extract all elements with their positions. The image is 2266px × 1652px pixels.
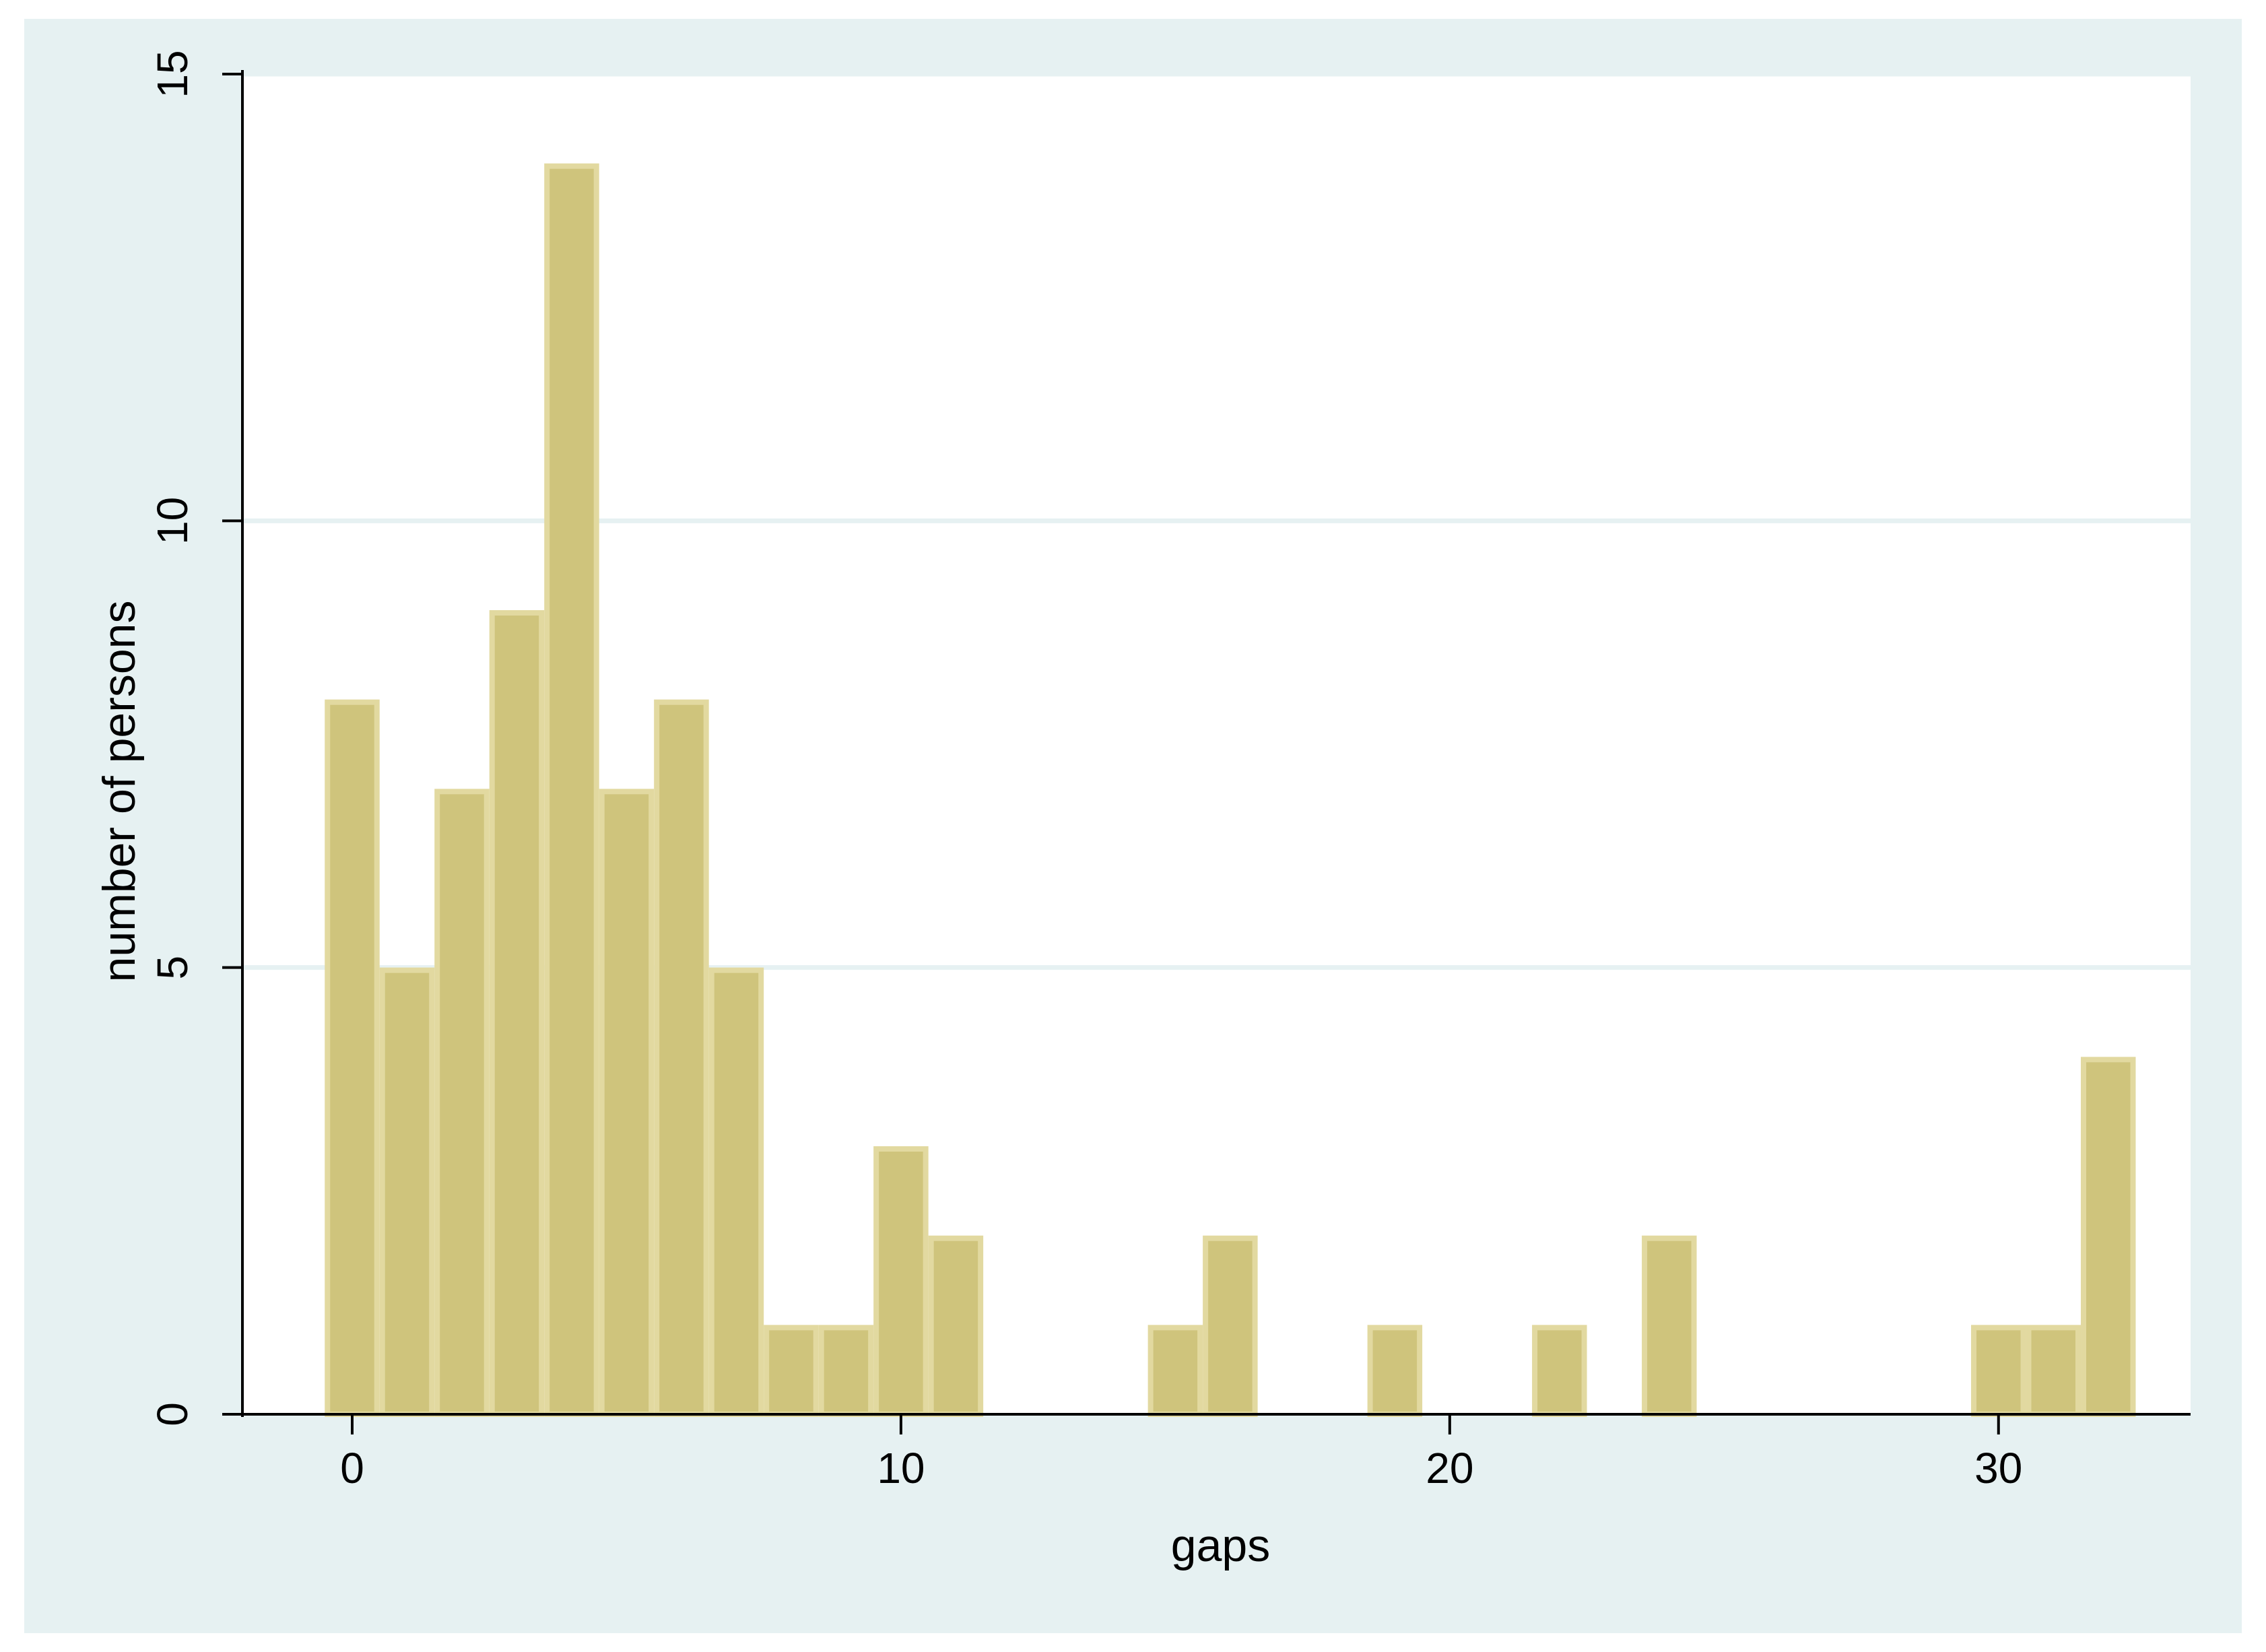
- tick-labels: 0 5 10 15 0 10 20 30: [148, 50, 2022, 1492]
- bar-gap-16: [1203, 1235, 1258, 1417]
- bar-gap-10: [873, 1146, 929, 1417]
- x-tick-label-20: 20: [1426, 1444, 1473, 1492]
- bar-gap-6: [654, 699, 709, 1417]
- bar-gap-8: [764, 1325, 819, 1418]
- bar-gap-4: [544, 163, 599, 1418]
- bars: [325, 163, 2136, 1418]
- x-tick-label-0: 0: [340, 1444, 364, 1492]
- y-tick-label-0: 0: [148, 1402, 197, 1426]
- bar-gap-2: [434, 789, 490, 1418]
- bar-gap-3: [489, 610, 545, 1417]
- bar-gap-19: [1367, 1325, 1423, 1418]
- y-tick-label-10: 10: [148, 497, 197, 545]
- x-axis-title: gaps: [1171, 1520, 1270, 1571]
- y-axis-title: number of persons: [94, 601, 145, 983]
- x-tick-label-10: 10: [877, 1444, 925, 1492]
- y-tick-label-15: 15: [148, 50, 197, 98]
- bar-gap-0: [325, 699, 380, 1417]
- bar-gap-31: [2026, 1325, 2081, 1418]
- y-tick-label-5: 5: [148, 956, 197, 980]
- bar-gap-7: [708, 967, 764, 1417]
- bar-gap-1: [379, 967, 435, 1417]
- bar-gap-22: [1532, 1325, 1587, 1418]
- bar-gap-11: [928, 1235, 984, 1417]
- bar-gap-32: [2081, 1057, 2136, 1418]
- x-tick-label-30: 30: [1974, 1444, 2022, 1492]
- axes: [222, 70, 2191, 1434]
- bar-gap-9: [818, 1325, 874, 1418]
- bar-gap-30: [1971, 1325, 2026, 1418]
- bar-gap-5: [599, 789, 655, 1418]
- bar-gap-15: [1147, 1325, 1203, 1418]
- bar-gap-24: [1642, 1235, 1697, 1417]
